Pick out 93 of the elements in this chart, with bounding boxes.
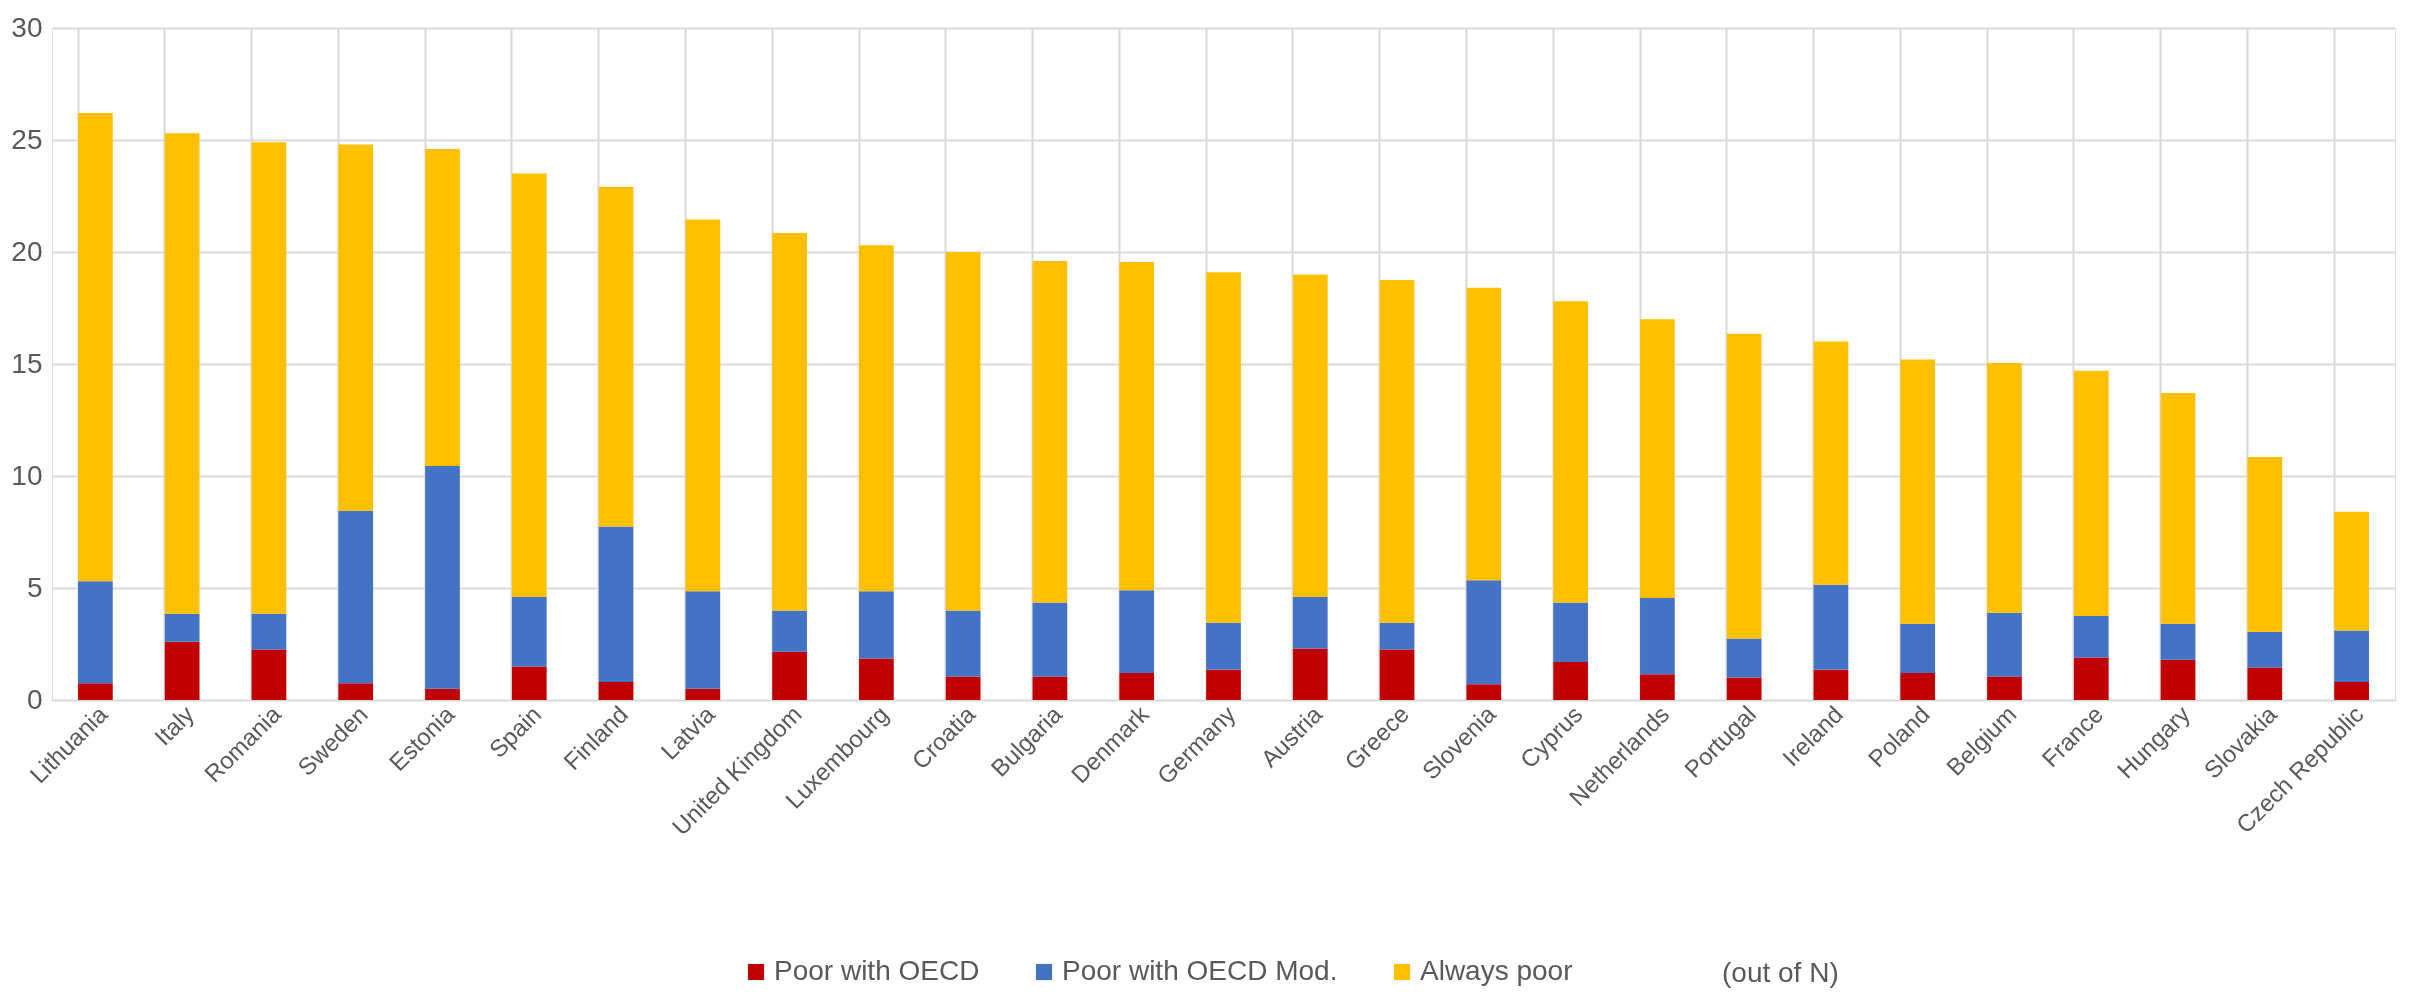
bar xyxy=(1813,341,1849,585)
bar xyxy=(338,510,374,684)
bar xyxy=(1206,669,1241,700)
x-tick-label: Italy xyxy=(148,700,200,751)
bar xyxy=(598,187,634,527)
bar xyxy=(2247,667,2283,700)
bar xyxy=(338,683,374,700)
bar xyxy=(425,148,460,466)
bar xyxy=(511,596,547,667)
bar xyxy=(685,591,721,689)
y-tick-label: 25 xyxy=(11,123,43,155)
bar xyxy=(1813,584,1849,670)
bar xyxy=(1987,362,2022,613)
bar xyxy=(2247,456,2283,632)
bar xyxy=(1726,677,1762,700)
bar xyxy=(2073,616,2109,658)
bar xyxy=(945,252,981,611)
bar xyxy=(78,683,113,700)
bar xyxy=(164,613,200,642)
bar xyxy=(1900,623,1936,674)
bar xyxy=(1813,669,1849,700)
bar xyxy=(1119,673,1155,700)
bar xyxy=(598,682,634,700)
bar xyxy=(1553,301,1588,603)
bar xyxy=(78,113,113,582)
bar xyxy=(1379,622,1415,650)
y-tick-label: 30 xyxy=(11,11,43,43)
bar xyxy=(772,232,807,611)
bar xyxy=(859,658,894,700)
bar xyxy=(425,465,460,689)
bar xyxy=(1119,262,1155,591)
bar xyxy=(251,613,287,650)
bar xyxy=(251,649,287,700)
bar xyxy=(2334,682,2369,700)
bar xyxy=(78,581,113,684)
bar xyxy=(2334,630,2369,683)
bar xyxy=(1900,359,1936,624)
bar xyxy=(1292,274,1328,597)
y-tick-label: 15 xyxy=(11,347,43,379)
bar xyxy=(859,591,894,659)
bar xyxy=(1987,612,2022,677)
bar xyxy=(945,676,981,700)
bar xyxy=(1206,272,1241,623)
bar xyxy=(2160,659,2196,700)
legend-label: Poor with OECD Mod. xyxy=(1062,955,1338,986)
bar xyxy=(1379,649,1415,700)
bar xyxy=(425,688,460,700)
bar xyxy=(859,245,894,592)
bar xyxy=(1726,333,1762,639)
bar xyxy=(1032,676,1068,700)
bar xyxy=(1032,602,1068,677)
bar xyxy=(164,641,200,700)
legend-label: Always poor xyxy=(1420,955,1573,986)
bar xyxy=(1379,280,1415,623)
bar xyxy=(1987,676,2022,700)
bar xyxy=(1466,580,1502,685)
bar xyxy=(772,651,807,700)
bar xyxy=(685,688,721,700)
bar xyxy=(1032,260,1068,603)
bar xyxy=(1553,661,1588,700)
y-tick-label: 0 xyxy=(26,683,43,715)
bar xyxy=(2073,657,2109,700)
bar xyxy=(2334,511,2369,631)
bar xyxy=(2073,370,2109,616)
bar xyxy=(2160,623,2196,660)
bar xyxy=(772,610,807,652)
bar xyxy=(1206,622,1241,670)
bar xyxy=(251,142,287,614)
bar xyxy=(1119,590,1155,674)
bar xyxy=(1640,674,1675,700)
bar xyxy=(511,666,547,700)
legend-label: Poor with OECD xyxy=(774,955,980,986)
bar xyxy=(1726,638,1762,678)
bar xyxy=(598,526,634,683)
text: (out of N) xyxy=(1722,957,1839,988)
bar xyxy=(1466,684,1502,700)
bar xyxy=(164,133,200,614)
y-tick-label: 5 xyxy=(26,571,43,603)
bar xyxy=(2247,631,2283,668)
y-tick-label: 20 xyxy=(11,235,43,267)
bar xyxy=(1466,287,1502,581)
bar xyxy=(1640,598,1675,675)
bar xyxy=(338,144,374,511)
y-tick-label: 10 xyxy=(11,459,43,491)
bar xyxy=(1900,673,1936,700)
bar xyxy=(945,610,981,677)
bar xyxy=(1292,648,1328,700)
bar xyxy=(511,173,547,597)
bar xyxy=(1292,596,1328,649)
bar xyxy=(1553,602,1588,662)
bar xyxy=(2160,393,2196,624)
bar xyxy=(685,219,721,592)
bar xyxy=(1640,319,1675,599)
